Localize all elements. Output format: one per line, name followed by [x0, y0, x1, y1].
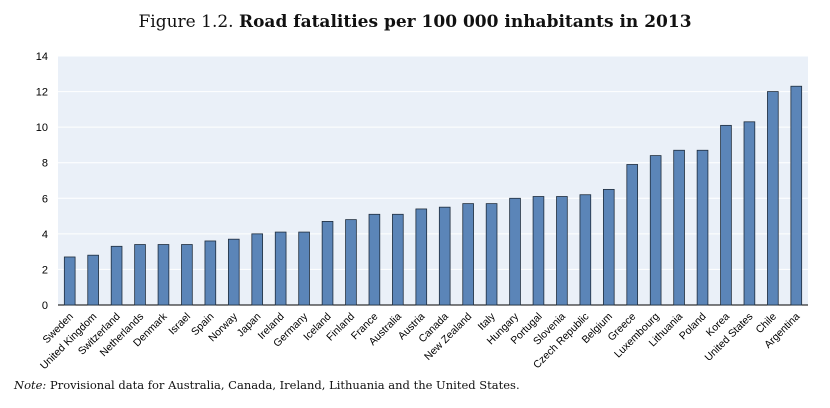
- bar: [204, 240, 217, 306]
- bar: [157, 244, 170, 306]
- bar: [485, 203, 498, 306]
- y-tick-label: 4: [42, 229, 48, 241]
- figure-title: Road fatalities per 100 000 inhabitants …: [238, 12, 692, 32]
- bar: [720, 124, 732, 306]
- bar: [602, 188, 615, 306]
- bar: [63, 256, 76, 306]
- y-tick-label: 6: [42, 193, 48, 205]
- plot-area: [58, 56, 808, 305]
- bar: [673, 149, 685, 306]
- bar: [462, 203, 474, 306]
- bar: [743, 121, 756, 306]
- bar: [696, 149, 709, 306]
- y-tick-label: 10: [36, 122, 48, 134]
- bar: [345, 219, 357, 306]
- bar: [415, 208, 428, 306]
- figure-number: Figure 1.2.: [138, 12, 234, 32]
- note-label: Note:: [14, 378, 47, 392]
- bar: [251, 233, 264, 306]
- x-tick-label: Israel: [166, 311, 193, 338]
- chart-title: Figure 1.2. Road fatalities per 100 000 …: [0, 12, 830, 32]
- bar: [181, 244, 193, 306]
- y-tick-label: 12: [36, 87, 48, 99]
- x-tick-label: Poland: [677, 311, 709, 343]
- bar: [368, 213, 381, 306]
- chart-note: Note: Provisional data for Australia, Ca…: [14, 378, 520, 392]
- bar: [321, 221, 334, 306]
- y-tick-label: 0: [42, 300, 48, 312]
- bar: [579, 194, 592, 306]
- bar: [392, 213, 404, 306]
- y-tick-label: 8: [42, 158, 48, 170]
- bar: [649, 155, 662, 306]
- bar: [87, 254, 99, 306]
- bar: [274, 231, 287, 306]
- bar: [556, 196, 568, 306]
- bar: [767, 91, 779, 306]
- bar: [110, 245, 123, 306]
- y-tick-label: 2: [42, 264, 48, 276]
- bar: [298, 231, 310, 306]
- note-text: Provisional data for Australia, Canada, …: [49, 378, 520, 392]
- bar: [532, 196, 545, 306]
- bar: [509, 197, 521, 306]
- bar: [227, 238, 240, 306]
- bar: [790, 85, 803, 306]
- bar: [438, 206, 451, 306]
- bar: [626, 164, 639, 306]
- y-tick-label: 14: [36, 51, 48, 63]
- bar: [134, 244, 146, 306]
